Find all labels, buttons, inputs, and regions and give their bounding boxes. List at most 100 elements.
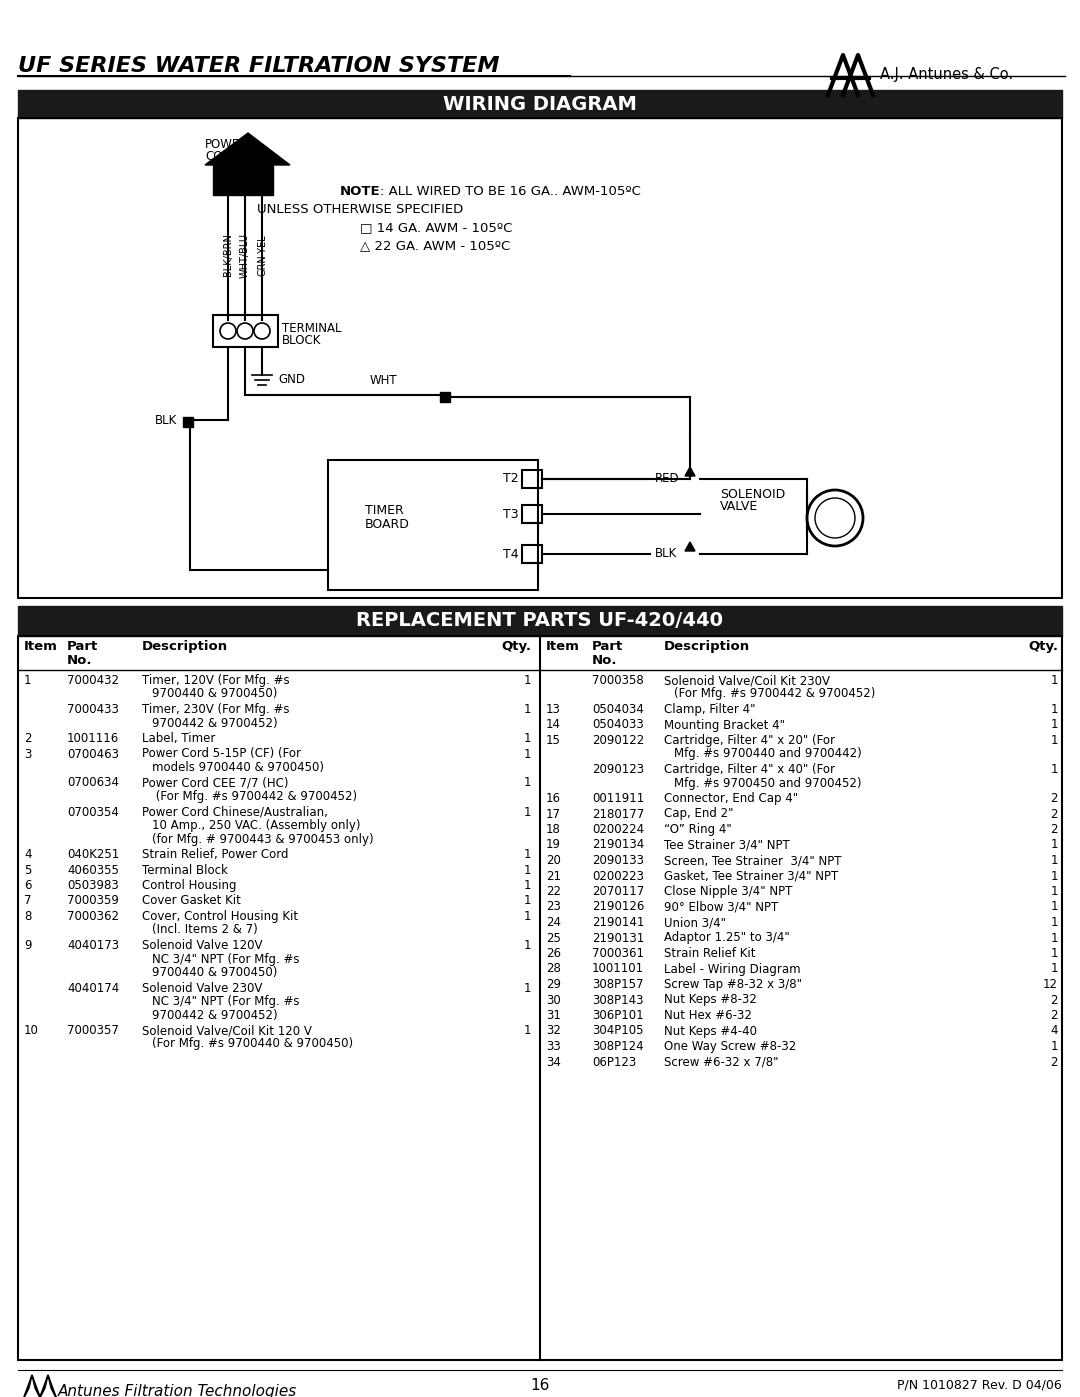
Text: One Way Screw #8-32: One Way Screw #8-32	[664, 1039, 796, 1053]
Text: 7000433: 7000433	[67, 703, 119, 717]
Text: 23: 23	[546, 901, 561, 914]
Text: 9: 9	[24, 939, 31, 951]
Text: Qty.: Qty.	[501, 640, 531, 652]
Text: Label, Timer: Label, Timer	[141, 732, 215, 745]
Text: 31: 31	[546, 1009, 561, 1023]
Text: VALVE: VALVE	[720, 500, 758, 513]
Text: 7000362: 7000362	[67, 909, 119, 923]
Text: 7000358: 7000358	[592, 673, 644, 687]
Text: 33: 33	[546, 1039, 561, 1053]
Polygon shape	[22, 1375, 42, 1397]
Text: Nut Hex #6-32: Nut Hex #6-32	[664, 1009, 752, 1023]
Text: NC 3/4" NPT (For Mfg. #s: NC 3/4" NPT (For Mfg. #s	[152, 995, 299, 1009]
Polygon shape	[205, 133, 291, 165]
Text: Terminal Block: Terminal Block	[141, 863, 228, 876]
Text: P/N 1010827 Rev. D 04/06: P/N 1010827 Rev. D 04/06	[897, 1377, 1062, 1391]
Text: △ 22 GA. AWM - 105ºC: △ 22 GA. AWM - 105ºC	[360, 239, 510, 251]
Text: 1: 1	[1051, 718, 1058, 732]
Text: Mfg. #s 9700450 and 9700452): Mfg. #s 9700450 and 9700452)	[674, 777, 862, 789]
Text: 0503983: 0503983	[67, 879, 119, 893]
Text: 16: 16	[546, 792, 561, 805]
Text: 0504033: 0504033	[592, 718, 644, 732]
Text: Label - Wiring Diagram: Label - Wiring Diagram	[664, 963, 800, 975]
Text: (For Mfg. #s 9700440 & 9700450): (For Mfg. #s 9700440 & 9700450)	[152, 1038, 353, 1051]
Text: 0700463: 0700463	[67, 747, 119, 760]
Text: Description: Description	[141, 640, 228, 652]
Text: TIMER: TIMER	[365, 503, 404, 517]
Text: Timer, 120V (For Mfg. #s: Timer, 120V (For Mfg. #s	[141, 673, 289, 687]
Text: Screw Tap #8-32 x 3/8": Screw Tap #8-32 x 3/8"	[664, 978, 802, 990]
Text: (Incl. Items 2 & 7): (Incl. Items 2 & 7)	[152, 923, 258, 936]
Text: 4060355: 4060355	[67, 863, 119, 876]
Text: WIRING DIAGRAM: WIRING DIAGRAM	[443, 95, 637, 113]
Text: 7000357: 7000357	[67, 1024, 119, 1037]
Text: 2: 2	[1051, 993, 1058, 1006]
Text: 4040173: 4040173	[67, 939, 119, 951]
Text: WHT: WHT	[370, 374, 397, 387]
Text: 1: 1	[1051, 901, 1058, 914]
Text: 9700440 & 9700450): 9700440 & 9700450)	[152, 965, 278, 979]
Text: BOARD: BOARD	[365, 518, 410, 531]
Text: 1: 1	[1051, 703, 1058, 717]
Text: 0011911: 0011911	[592, 792, 645, 805]
Polygon shape	[685, 542, 696, 550]
Text: No.: No.	[592, 654, 618, 666]
Bar	[328, 460, 538, 590]
Text: 2090133: 2090133	[592, 854, 644, 868]
Text: 1: 1	[524, 909, 531, 923]
Text: A.J. Antunes & Co.: A.J. Antunes & Co.	[880, 67, 1013, 82]
Text: Timer, 230V (For Mfg. #s: Timer, 230V (For Mfg. #s	[141, 703, 289, 717]
Text: 1: 1	[524, 894, 531, 908]
Text: Power Cord Chinese/Australian,: Power Cord Chinese/Australian,	[141, 806, 328, 819]
Text: Control Housing: Control Housing	[141, 879, 237, 893]
Text: 1: 1	[524, 806, 531, 819]
Bar	[522, 545, 542, 563]
Text: 7000361: 7000361	[592, 947, 644, 960]
Text: 1: 1	[524, 777, 531, 789]
Text: Part: Part	[67, 640, 98, 652]
Text: No.: No.	[67, 654, 93, 666]
Text: 1001116: 1001116	[67, 732, 119, 745]
Text: Power Cord CEE 7/7 (HC): Power Cord CEE 7/7 (HC)	[141, 777, 288, 789]
Text: 0504034: 0504034	[592, 703, 644, 717]
Text: Screen, Tee Strainer  3/4" NPT: Screen, Tee Strainer 3/4" NPT	[664, 854, 841, 868]
Text: 3: 3	[24, 747, 31, 760]
Text: 1: 1	[524, 863, 531, 876]
Text: 21: 21	[546, 869, 561, 883]
Text: NC 3/4" NPT (For Mfg. #s: NC 3/4" NPT (For Mfg. #s	[152, 953, 299, 965]
Text: Item: Item	[546, 640, 580, 652]
Text: 1: 1	[1051, 673, 1058, 687]
Text: 1: 1	[1051, 947, 1058, 960]
Text: 2190134: 2190134	[592, 838, 645, 852]
Text: 4: 4	[24, 848, 31, 861]
Text: : ALL WIRED TO BE 16 GA.. AWM-105ºC: : ALL WIRED TO BE 16 GA.. AWM-105ºC	[380, 184, 640, 198]
Text: CORD: CORD	[205, 149, 240, 163]
Text: 1: 1	[524, 673, 531, 687]
Text: 0700634: 0700634	[67, 777, 119, 789]
Text: NOTE: NOTE	[340, 184, 380, 198]
Polygon shape	[38, 1375, 58, 1397]
Text: 6: 6	[24, 879, 31, 893]
Text: 304P105: 304P105	[592, 1024, 644, 1038]
Bar	[18, 636, 1062, 1361]
Text: Cap, End 2": Cap, End 2"	[664, 807, 733, 820]
Text: TERMINAL: TERMINAL	[282, 321, 341, 335]
Polygon shape	[685, 467, 696, 476]
Text: 2: 2	[24, 732, 31, 745]
Text: Qty.: Qty.	[1028, 640, 1058, 652]
Text: POWER: POWER	[205, 138, 248, 151]
Text: 22: 22	[546, 886, 561, 898]
Text: 4040174: 4040174	[67, 982, 119, 995]
Text: 0700354: 0700354	[67, 806, 119, 819]
Text: Cover Gasket Kit: Cover Gasket Kit	[141, 894, 241, 908]
Text: 7: 7	[24, 894, 31, 908]
Text: BLK: BLK	[156, 414, 177, 427]
Text: Gasket, Tee Strainer 3/4" NPT: Gasket, Tee Strainer 3/4" NPT	[664, 869, 838, 883]
Text: 20: 20	[546, 854, 561, 868]
Text: 8: 8	[24, 909, 31, 923]
Text: 308P157: 308P157	[592, 978, 644, 990]
Text: 306P101: 306P101	[592, 1009, 644, 1023]
Text: 1: 1	[1051, 854, 1058, 868]
Text: 19: 19	[546, 838, 561, 852]
Text: Nut Keps #4-40: Nut Keps #4-40	[664, 1024, 757, 1038]
